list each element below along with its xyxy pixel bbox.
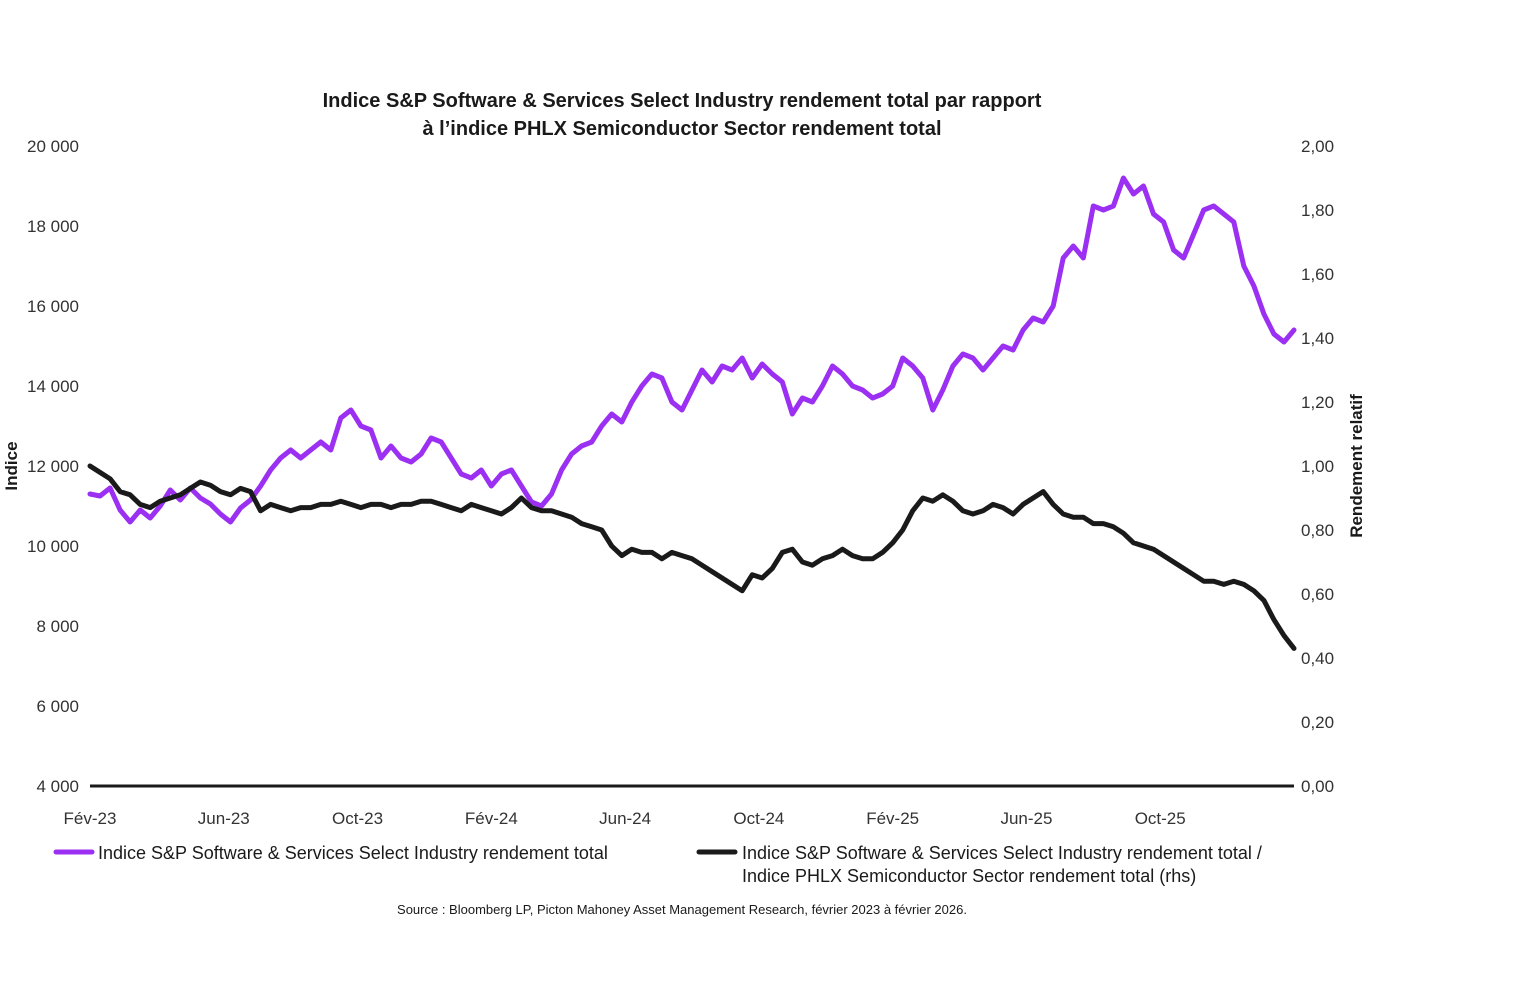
x-tick-label: Jun-24 [599, 809, 651, 828]
x-tick-label: Oct-23 [332, 809, 383, 828]
x-tick-label: Jun-25 [1000, 809, 1052, 828]
series-line-software-index [87, 175, 1297, 525]
right-tick-label: 1,00 [1301, 457, 1334, 476]
legend-label-relative-line-2: Indice PHLX Semiconductor Sector rendeme… [742, 866, 1196, 886]
x-tick-label: Fév-25 [866, 809, 919, 828]
x-tick-label: Jun-23 [198, 809, 250, 828]
right-axis-title: Rendement relatif [1347, 394, 1366, 538]
x-axis: Fév-23 Jun-23 Oct-23 Fév-24 Jun-24 Oct-24 Fév-… [64, 809, 1186, 828]
left-tick-label: 20 000 [27, 137, 79, 156]
right-axis: 0,00 0,20 0,40 0,60 0,80 1,00 1,20 1,40 1,60 1,80… [1301, 137, 1334, 796]
source-note: Source : Bloomberg LP, Picton Mahoney As… [397, 902, 967, 917]
x-tick-label: Fév-24 [465, 809, 518, 828]
right-tick-label: 1,80 [1301, 201, 1334, 220]
x-tick-label: Fév-23 [64, 809, 117, 828]
right-tick-label: 0,00 [1301, 777, 1334, 796]
right-tick-label: 2,00 [1301, 137, 1334, 156]
left-tick-label: 14 000 [27, 377, 79, 396]
legend: Indice S&P Software & Services Select In… [53, 843, 1262, 886]
legend-label-software: Indice S&P Software & Services Select In… [98, 843, 608, 863]
x-tick-label: Oct-25 [1135, 809, 1186, 828]
left-tick-label: 8 000 [36, 617, 79, 636]
right-tick-label: 0,80 [1301, 521, 1334, 540]
left-tick-label: 6 000 [36, 697, 79, 716]
legend-label-relative-line-1: Indice S&P Software & Services Select In… [742, 843, 1262, 863]
left-tick-label: 16 000 [27, 297, 79, 316]
left-tick-label: 18 000 [27, 217, 79, 236]
left-axis-title: Indice [2, 441, 21, 490]
right-tick-label: 0,40 [1301, 649, 1334, 668]
chart-title-line-2: à l’indice PHLX Semiconductor Sector ren… [423, 118, 942, 140]
left-tick-label: 10 000 [27, 537, 79, 556]
right-tick-label: 1,40 [1301, 329, 1334, 348]
left-tick-label: 12 000 [27, 457, 79, 476]
right-tick-label: 0,60 [1301, 585, 1334, 604]
right-tick-label: 0,20 [1301, 713, 1334, 732]
left-axis: 4 000 6 000 8 000 10 000 12 000 14 000 16 000 1… [27, 137, 79, 796]
chart-title-line-1: Indice S&P Software & Services Select In… [323, 90, 1042, 112]
right-tick-label: 1,20 [1301, 393, 1334, 412]
left-tick-label: 4 000 [36, 777, 79, 796]
x-tick-label: Oct-24 [733, 809, 784, 828]
right-tick-label: 1,60 [1301, 265, 1334, 284]
series-line-relative-return [87, 463, 1297, 651]
